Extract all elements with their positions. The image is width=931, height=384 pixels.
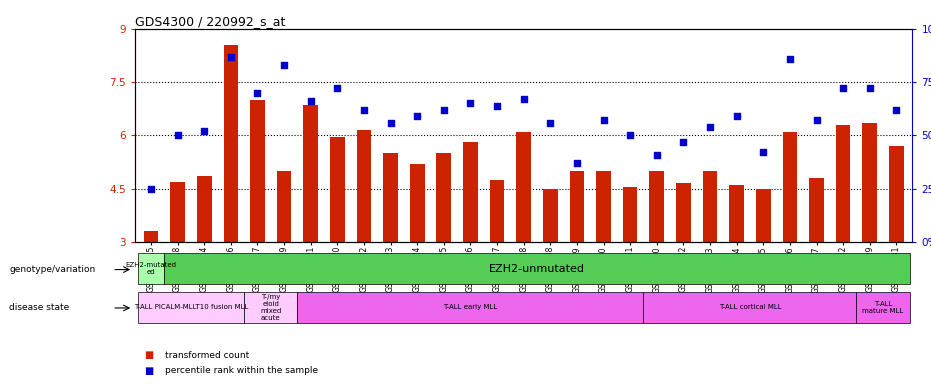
Point: [384, 119, 398, 126]
Text: genotype/variation: genotype/variation: [9, 265, 96, 274]
Text: T-ALL cortical MLL: T-ALL cortical MLL: [719, 304, 781, 310]
Point: [570, 160, 585, 166]
Point: [782, 56, 797, 62]
Bar: [809, 178, 824, 242]
Point: [756, 149, 771, 156]
Point: [649, 151, 664, 157]
Point: [729, 113, 744, 119]
Point: [277, 62, 291, 68]
Point: [143, 185, 158, 192]
Bar: [543, 189, 558, 242]
Text: transformed count: transformed count: [165, 351, 249, 360]
Bar: [357, 130, 371, 242]
Bar: [143, 231, 158, 242]
Point: [676, 139, 691, 145]
Bar: [643, 292, 857, 323]
Text: ■: ■: [144, 350, 154, 360]
Point: [836, 85, 851, 91]
Text: T-ALL
mature MLL: T-ALL mature MLL: [862, 301, 904, 314]
Text: EZH2-unmutated: EZH2-unmutated: [489, 264, 585, 274]
Text: T-/my
eloid
mixed
acute: T-/my eloid mixed acute: [260, 294, 281, 321]
Point: [330, 85, 344, 91]
Point: [516, 96, 531, 102]
Bar: [304, 105, 318, 242]
Bar: [889, 146, 904, 242]
Bar: [836, 125, 851, 242]
Bar: [862, 123, 877, 242]
Text: EZH2-mutated
ed: EZH2-mutated ed: [126, 262, 177, 275]
Point: [250, 90, 265, 96]
Bar: [138, 292, 244, 323]
Bar: [783, 132, 797, 242]
Bar: [570, 171, 585, 242]
Bar: [596, 171, 611, 242]
Bar: [244, 292, 297, 323]
Point: [703, 124, 718, 130]
Point: [463, 100, 478, 106]
Text: disease state: disease state: [9, 303, 70, 313]
Point: [623, 132, 638, 139]
Point: [223, 53, 238, 60]
Point: [596, 118, 611, 124]
Bar: [384, 153, 398, 242]
Bar: [330, 137, 344, 242]
Bar: [490, 180, 505, 242]
Bar: [196, 176, 211, 242]
Bar: [463, 142, 478, 242]
Point: [196, 128, 211, 134]
Point: [543, 119, 558, 126]
Text: T-ALL early MLL: T-ALL early MLL: [443, 304, 497, 310]
Bar: [437, 153, 452, 242]
Point: [862, 85, 877, 91]
Text: percentile rank within the sample: percentile rank within the sample: [165, 366, 317, 375]
Bar: [138, 253, 164, 284]
Point: [304, 98, 318, 104]
Text: T-ALL PICALM-MLLT10 fusion MLL: T-ALL PICALM-MLLT10 fusion MLL: [134, 304, 248, 310]
Bar: [676, 183, 691, 242]
Bar: [250, 100, 264, 242]
Bar: [170, 182, 185, 242]
Bar: [857, 292, 910, 323]
Bar: [650, 171, 664, 242]
Point: [809, 118, 824, 124]
Point: [490, 103, 505, 109]
Bar: [623, 187, 638, 242]
Text: ■: ■: [144, 366, 154, 376]
Point: [357, 107, 371, 113]
Bar: [277, 171, 291, 242]
Point: [889, 107, 904, 113]
Bar: [703, 171, 718, 242]
Bar: [517, 132, 531, 242]
Bar: [410, 164, 425, 242]
Bar: [756, 189, 771, 242]
Point: [437, 107, 452, 113]
Text: GDS4300 / 220992_s_at: GDS4300 / 220992_s_at: [135, 15, 286, 28]
Bar: [297, 292, 643, 323]
Bar: [729, 185, 744, 242]
Point: [410, 113, 425, 119]
Point: [170, 132, 185, 139]
Bar: [223, 45, 238, 242]
